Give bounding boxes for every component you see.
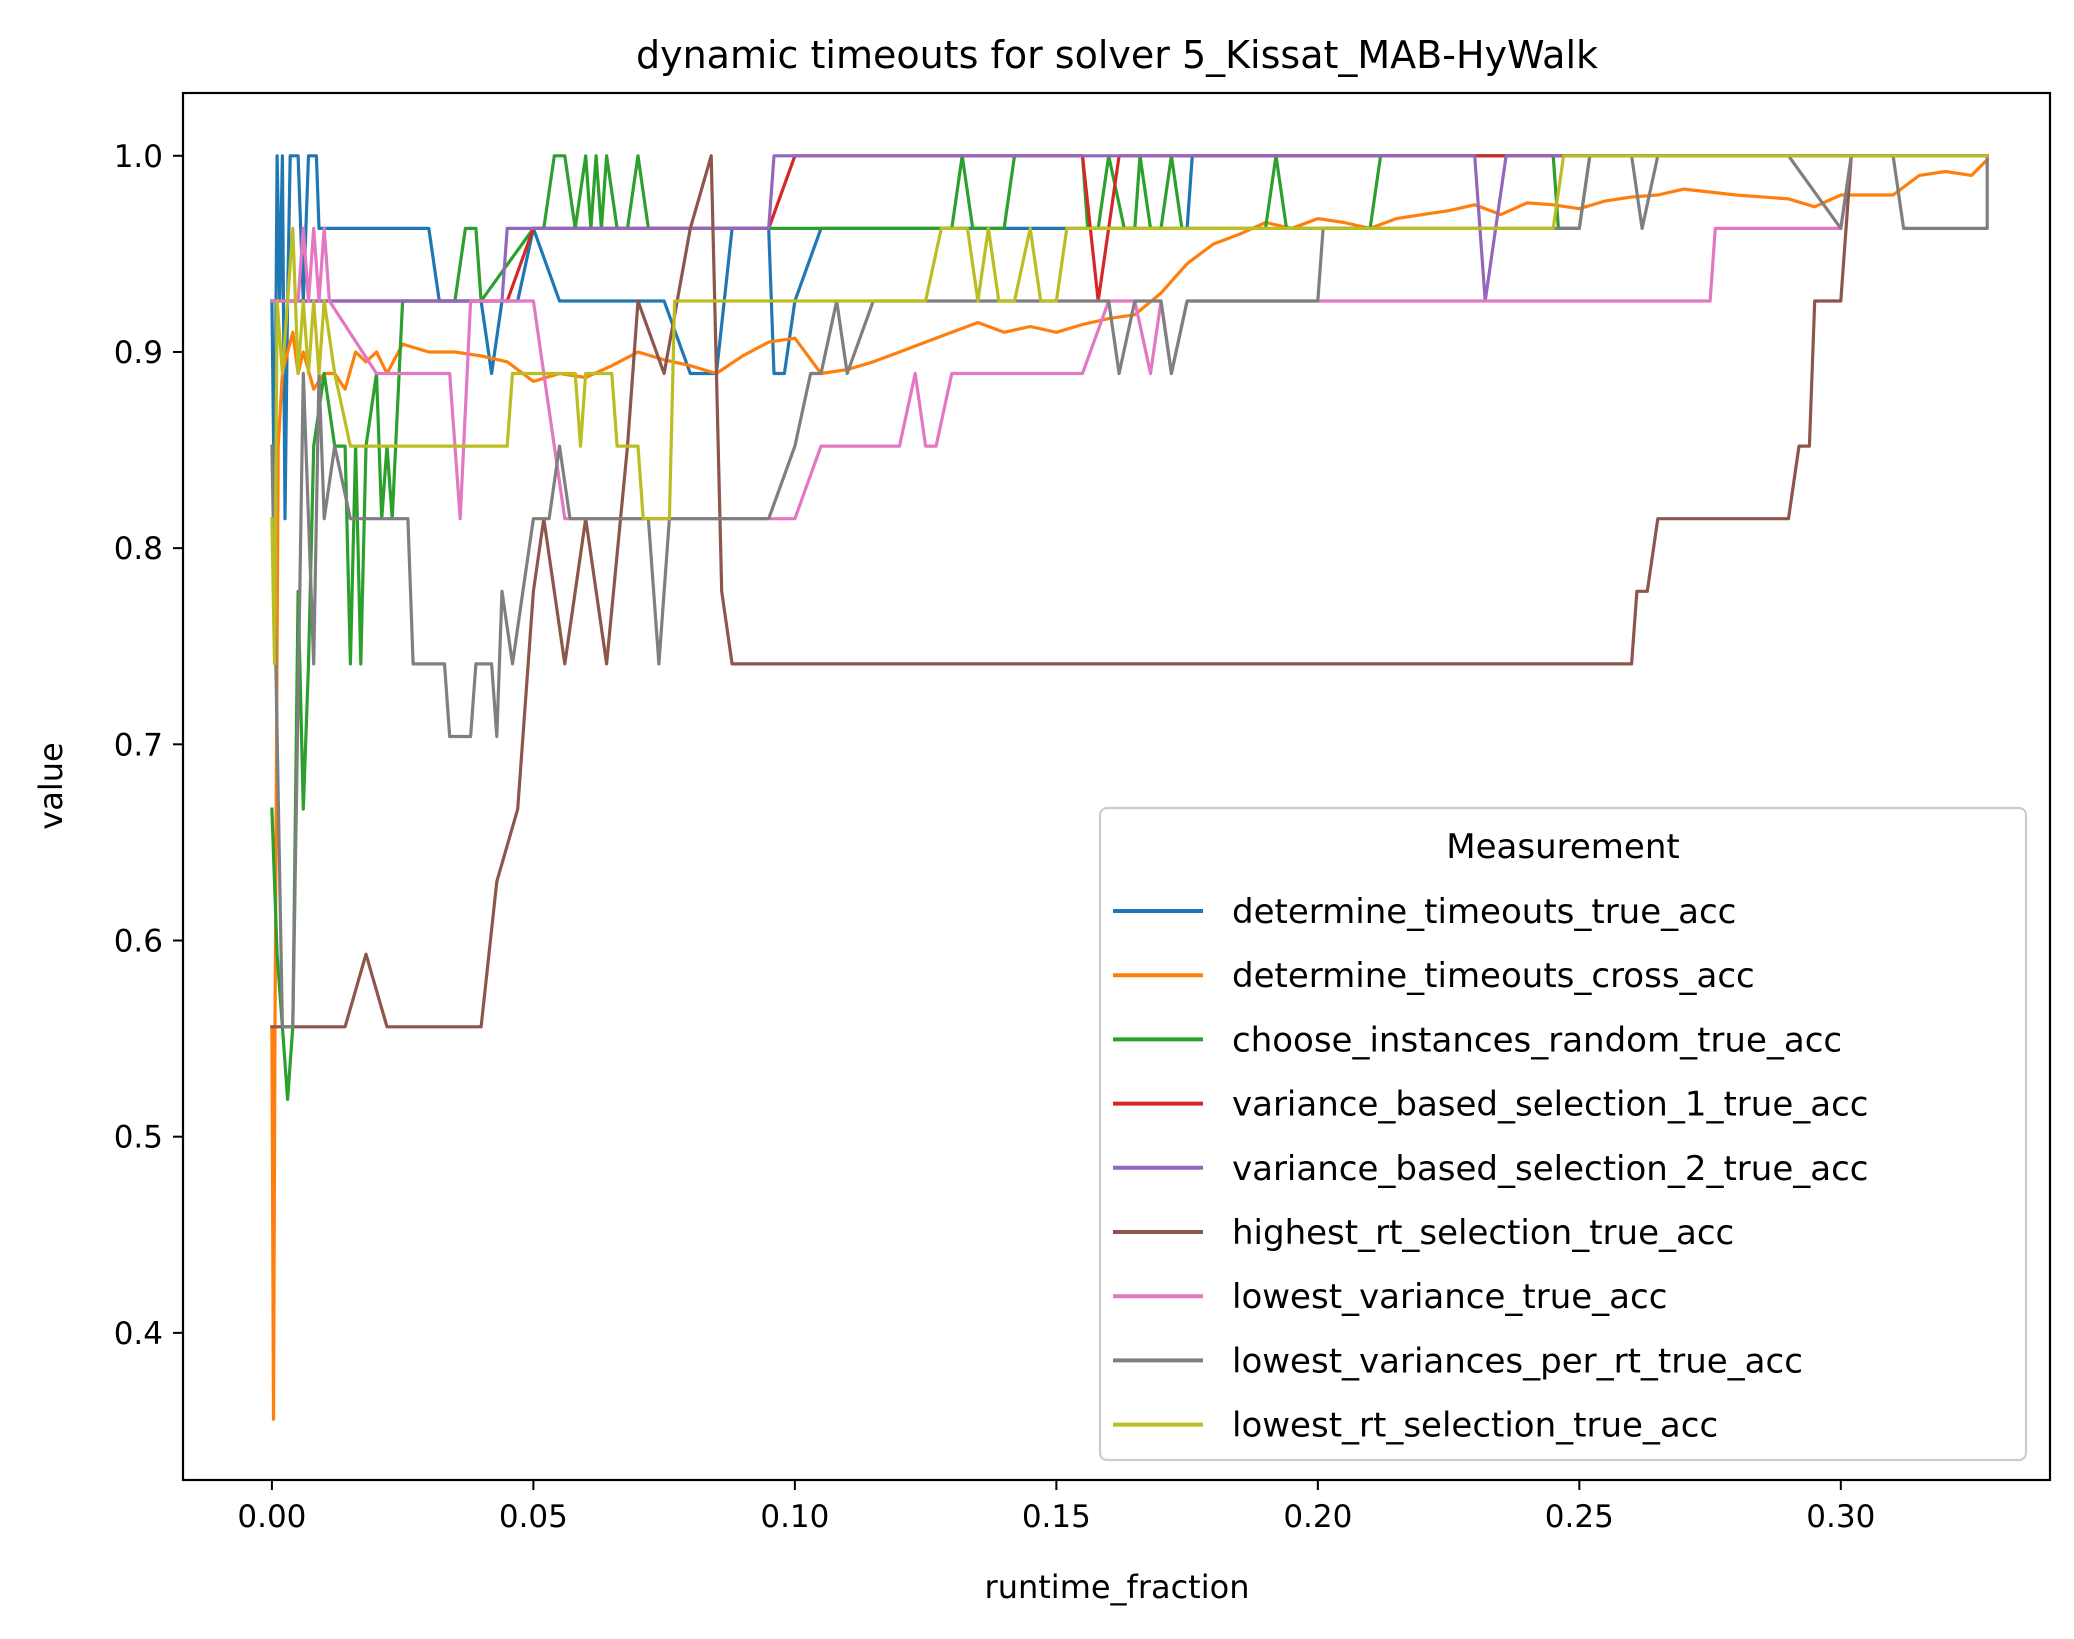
series-line-determine-timeouts-true-acc (270, 154, 1989, 521)
x-tick-label: 0.20 (1283, 1499, 1352, 1535)
y-tick-label: 0.5 (114, 1120, 163, 1156)
x-tick-label: 0.05 (499, 1499, 568, 1535)
legend: Measurement determine_timeouts_true_accd… (1098, 806, 2028, 1462)
x-axis-title: runtime_fraction (985, 1568, 1250, 1606)
x-axis: 0.00 0.05 0.10 0.15 0.20 0.25 0.30 (237, 1480, 1875, 1535)
y-tick-label: 0.7 (114, 727, 163, 763)
y-tick-label: 0.6 (114, 924, 163, 960)
x-tick-label: 0.30 (1806, 1499, 1875, 1535)
legend-label: choose_instances_random_true_acc (1232, 1020, 1842, 1060)
legend-label: highest_rt_selection_true_acc (1232, 1213, 1734, 1253)
legend-title: Measurement (1446, 827, 1679, 867)
x-tick-label: 0.15 (1022, 1499, 1091, 1535)
y-tick-label: 0.8 (114, 531, 163, 567)
x-tick-label: 0.00 (237, 1499, 306, 1535)
legend-box (1098, 806, 2028, 1462)
legend-label: lowest_variance_true_acc (1232, 1277, 1667, 1317)
legend-label: determine_timeouts_cross_acc (1232, 956, 1755, 996)
series-line-lowest-rt-selection-true-acc (270, 154, 1989, 666)
series-line-choose-instances-random-true-acc (270, 154, 1989, 1102)
y-tick-label: 0.4 (114, 1316, 163, 1352)
legend-items: determine_timeouts_true_acc determine_tim… (1113, 892, 1868, 1446)
legend-label: lowest_variances_per_rt_true_acc (1232, 1341, 1803, 1381)
x-tick-label: 0.25 (1545, 1499, 1614, 1535)
series-line-variance-based-selection-2-true-acc (270, 154, 1989, 303)
chart-title: dynamic timeouts for solver 5_Kissat_MAB… (636, 33, 1598, 77)
y-axis: 0.4 0.5 0.6 0.7 0.8 0.9 1.0 (114, 139, 183, 1352)
plot-lines (270, 154, 1990, 1421)
y-tick-label: 0.9 (114, 335, 163, 371)
legend-label: determine_timeouts_true_acc (1232, 892, 1736, 932)
y-tick-label: 1.0 (114, 139, 163, 175)
legend-label: variance_based_selection_2_true_acc (1232, 1149, 1868, 1189)
y-axis-title: value (32, 742, 70, 829)
series-line-determine-timeouts-cross-acc (270, 157, 1990, 1421)
legend-label: lowest_rt_selection_true_acc (1232, 1406, 1718, 1446)
plot-frame (181, 91, 2052, 1482)
x-tick-label: 0.10 (760, 1499, 829, 1535)
legend-label: variance_based_selection_1_true_acc (1232, 1085, 1868, 1125)
